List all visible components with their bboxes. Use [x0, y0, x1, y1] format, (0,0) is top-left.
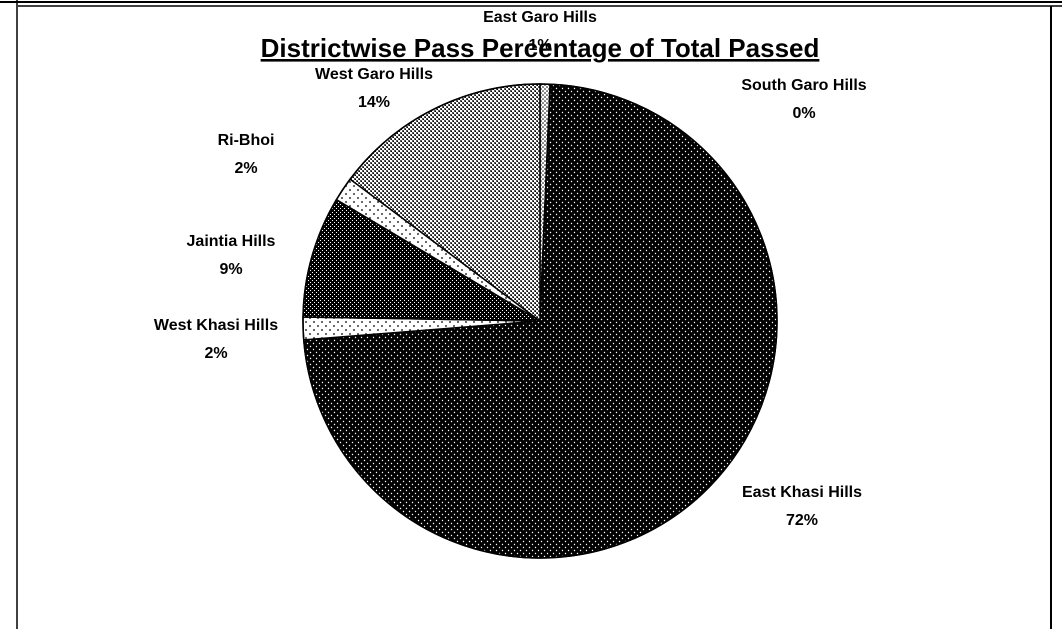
slice-label-west-garo-hills: West Garo Hills — [315, 66, 433, 83]
slice-value-south-garo-hills: 0% — [792, 105, 815, 122]
slice-label-jaintia-hills: Jaintia Hills — [187, 233, 276, 250]
slice-label-east-khasi-hills: East Khasi Hills — [742, 484, 862, 501]
slice-label-west-khasi-hills: West Khasi Hills — [154, 317, 278, 334]
slice-value-west-garo-hills: 14% — [358, 94, 390, 111]
chart-title: Districtwise Pass Percentage of Total Pa… — [261, 33, 820, 63]
slice-value-ri-bhoi: 2% — [234, 160, 257, 177]
pie-labels: East Garo Hills 1% South Garo Hills 0% East … — [154, 9, 867, 529]
slice-value-jaintia-hills: 9% — [219, 261, 242, 278]
slice-label-south-garo-hills: South Garo Hills — [741, 77, 866, 94]
slice-value-west-khasi-hills: 2% — [204, 345, 227, 362]
slice-label-east-garo-hills: East Garo Hills — [483, 9, 597, 26]
slice-label-ri-bhoi: Ri-Bhoi — [218, 132, 275, 149]
pie-slices — [302, 83, 778, 559]
pie-outline — [302, 83, 778, 559]
slice-value-east-khasi-hills: 72% — [786, 512, 818, 529]
slice-value-east-garo-hills: 1% — [528, 37, 551, 54]
